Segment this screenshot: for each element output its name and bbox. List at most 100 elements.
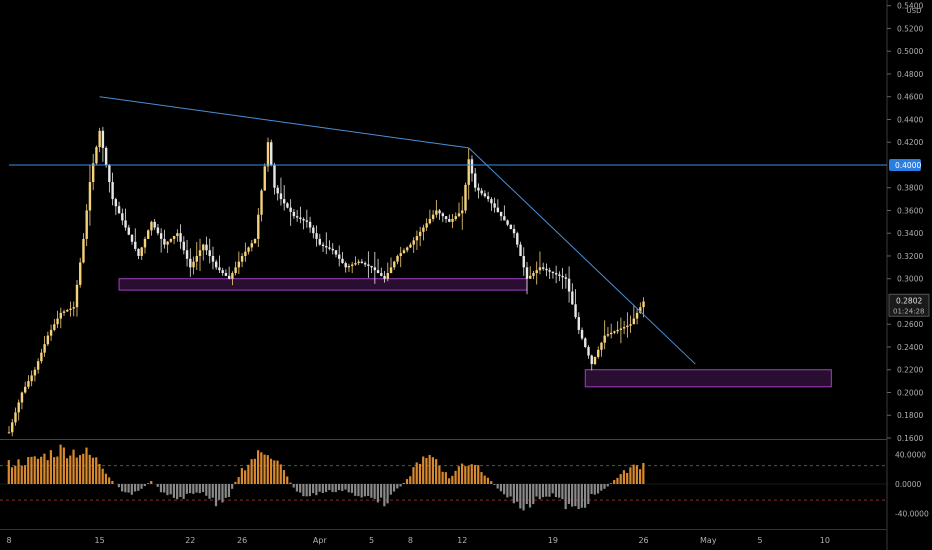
- candle-body: [282, 199, 286, 204]
- candle-body: [402, 250, 406, 254]
- candle-body: [597, 349, 600, 357]
- oscillator-pane: [0, 444, 887, 511]
- candle-body: [616, 329, 619, 332]
- candle-body: [386, 273, 389, 279]
- x-tick-label: 8: [6, 536, 11, 545]
- candle-body: [448, 219, 451, 222]
- osc-bar: [101, 468, 104, 484]
- osc-bar: [10, 467, 14, 484]
- candle-body: [299, 217, 302, 219]
- osc-bar: [441, 471, 444, 484]
- y-tick-label: 0.2600: [897, 320, 923, 329]
- candle-body: [541, 267, 545, 269]
- candle-body: [380, 273, 383, 276]
- osc-bar: [496, 484, 499, 489]
- candle-body: [396, 255, 399, 262]
- osc-bar: [269, 458, 273, 484]
- osc-bar: [376, 484, 379, 503]
- x-tick-label: Apr: [313, 536, 328, 545]
- osc-bar: [78, 455, 82, 484]
- candle-body: [305, 220, 309, 222]
- osc-bar: [519, 484, 522, 509]
- osc-bar: [360, 484, 363, 498]
- candle-body: [626, 325, 629, 328]
- candle-body: [17, 402, 20, 413]
- candle-body: [150, 221, 153, 231]
- candle-body: [289, 207, 292, 212]
- osc-bar: [629, 467, 632, 484]
- candle-body: [467, 159, 470, 185]
- osc-bar: [40, 456, 43, 484]
- osc-bar: [405, 479, 409, 484]
- candle-body: [338, 254, 341, 259]
- osc-bar: [7, 460, 10, 484]
- osc-bar: [104, 473, 108, 484]
- candle-body: [347, 265, 351, 268]
- candle-body: [33, 369, 37, 376]
- candle-body: [66, 310, 69, 312]
- candle-body: [613, 331, 616, 333]
- osc-bar: [33, 456, 36, 484]
- candle-body: [325, 246, 328, 248]
- osc-bar: [69, 455, 72, 484]
- candle-body: [27, 381, 30, 387]
- candle-body: [240, 255, 244, 262]
- candle-body: [503, 216, 506, 221]
- osc-bar: [305, 484, 308, 497]
- y-tick-label: 0.2200: [897, 366, 923, 375]
- candle-body: [215, 261, 218, 268]
- osc-bar: [409, 476, 412, 484]
- candle-body: [263, 166, 266, 191]
- osc-bar: [425, 458, 428, 484]
- candle-body: [393, 261, 396, 268]
- osc-bar: [454, 470, 457, 484]
- osc-bar: [172, 484, 176, 498]
- osc-bar: [211, 484, 214, 498]
- candle-body: [567, 278, 571, 292]
- osc-bar: [324, 484, 328, 492]
- candle-body: [516, 233, 519, 245]
- osc-bar: [75, 457, 78, 484]
- candle-body: [619, 328, 623, 330]
- osc-bar: [626, 472, 629, 484]
- osc-bar: [451, 475, 454, 484]
- candle-body: [260, 190, 263, 215]
- osc-bar: [250, 459, 253, 484]
- candle-body: [422, 227, 425, 232]
- osc-bar: [231, 484, 234, 489]
- candle-body: [474, 173, 477, 188]
- osc-bar: [616, 477, 619, 484]
- candle-body: [451, 219, 454, 222]
- candle-body: [179, 233, 182, 242]
- candle-body: [642, 301, 645, 308]
- candle-body: [14, 412, 17, 423]
- candle-body: [622, 327, 626, 329]
- osc-bar: [46, 460, 49, 484]
- resistance-price-tag: [889, 158, 921, 171]
- osc-bar: [185, 484, 188, 494]
- osc-bar: [528, 484, 532, 508]
- breakdown-trendline: [468, 147, 696, 365]
- osc-bar: [363, 484, 367, 497]
- osc-bar: [464, 466, 467, 484]
- osc-bar: [179, 484, 182, 497]
- candle-body: [43, 344, 46, 353]
- candle-body: [558, 274, 561, 276]
- osc-bar: [189, 484, 192, 494]
- y-tick-label: 0.4200: [897, 138, 923, 147]
- candle-body: [315, 233, 318, 239]
- osc-bar: [503, 484, 506, 495]
- osc-bar: [331, 484, 334, 493]
- osc-bar: [49, 450, 52, 484]
- osc-bar: [205, 484, 208, 496]
- osc-bar: [632, 464, 635, 484]
- y-tick-label: 0.3400: [897, 229, 923, 238]
- osc-bar: [146, 483, 150, 484]
- candle-body: [124, 220, 127, 228]
- osc-bar: [266, 455, 269, 484]
- osc-bar: [133, 484, 137, 492]
- osc-bar: [192, 484, 195, 494]
- candle-body: [198, 250, 202, 256]
- osc-bar: [457, 466, 460, 484]
